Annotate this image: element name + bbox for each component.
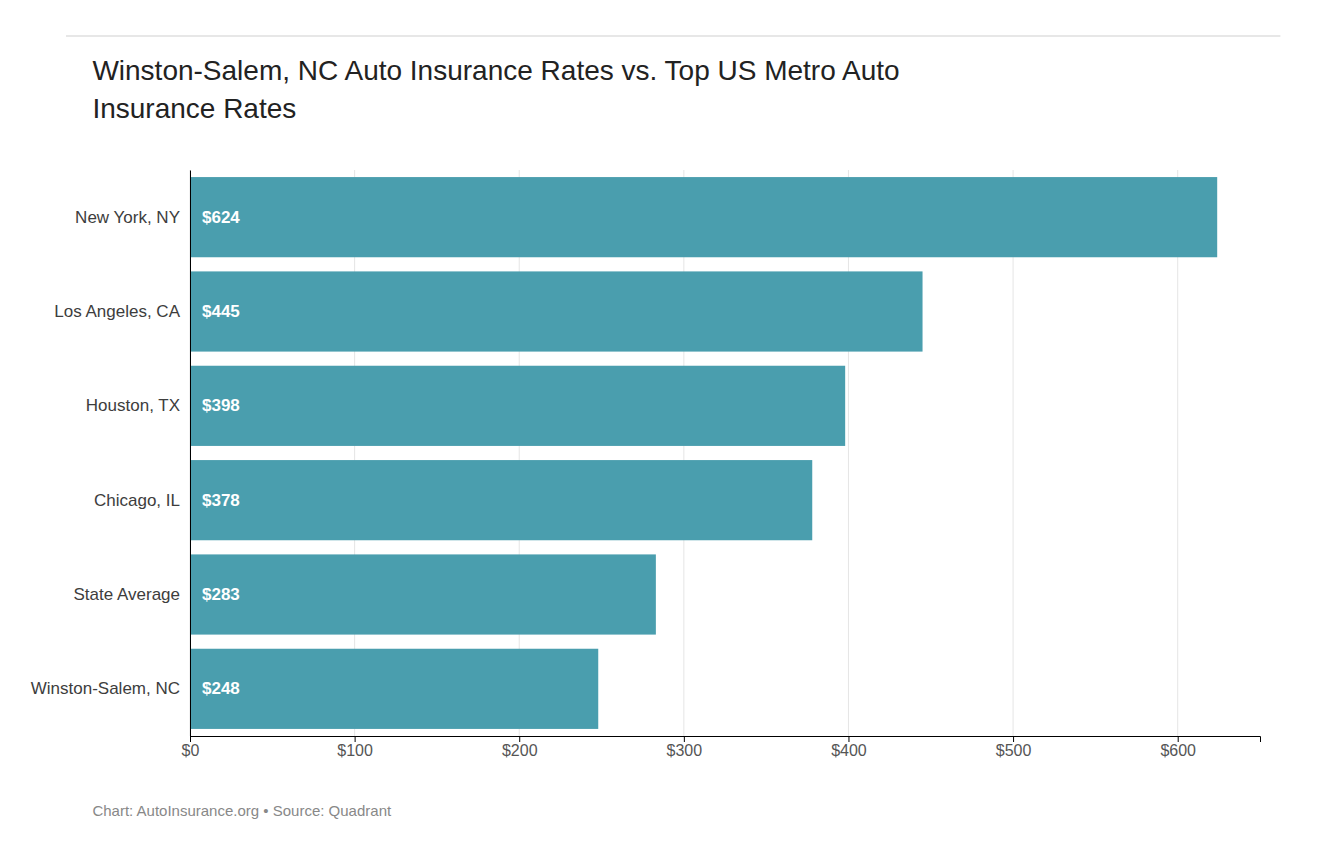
- tick-label: $500: [996, 742, 1032, 759]
- tick-label: $300: [667, 742, 703, 759]
- tick-mark: [355, 736, 356, 742]
- top-rule: [66, 35, 1280, 36]
- tick: $200: [502, 736, 538, 759]
- bar: [190, 649, 598, 729]
- tick: $300: [667, 736, 703, 759]
- tick-mark: [848, 736, 849, 742]
- bar: [190, 366, 845, 446]
- bar: [190, 554, 656, 634]
- chart: Winston-Salem, NC Auto Insurance Rates v…: [0, 0, 1320, 856]
- value-axis: $0 $100 $200 $300 $400 $500 $600: [182, 736, 1261, 759]
- axis-line: [190, 171, 191, 737]
- grid-line: [190, 170, 191, 736]
- data-label: $283: [202, 585, 240, 604]
- tick-label: State Average: [74, 585, 181, 604]
- tick: $100: [337, 736, 373, 759]
- category-axis: New York, NY Los Angeles, CA Houston, TX Ch…: [31, 171, 191, 737]
- tick: Houston, TX: [86, 396, 190, 415]
- tick-mark: [190, 736, 191, 742]
- tick-mark: [1013, 736, 1014, 742]
- tick-label: Houston, TX: [86, 396, 180, 415]
- data-label: $624: [202, 208, 240, 227]
- data-label: $248: [202, 679, 240, 698]
- tick: $400: [831, 736, 867, 759]
- plot: $624 $445 $398 $378 $283 $248 $0 $100 $200 $300 $4…: [31, 170, 1261, 759]
- bar: [190, 271, 923, 351]
- tick-label: Winston-Salem, NC: [31, 679, 180, 698]
- tick-label: $100: [337, 742, 373, 759]
- axis-line: [191, 737, 1261, 743]
- tick-mark: [684, 736, 685, 742]
- title-line: Winston-Salem, NC Auto Insurance Rates v…: [92, 55, 899, 86]
- tick: Chicago, IL: [94, 491, 190, 510]
- tick-label: $0: [182, 742, 200, 759]
- tick: $500: [996, 736, 1032, 759]
- footnote: Chart: AutoInsurance.org • Source: Quadr…: [92, 802, 392, 819]
- tick-label: $600: [1160, 742, 1196, 759]
- tick: State Average: [74, 585, 191, 604]
- tick-mark: [1178, 736, 1179, 742]
- tick: New York, NY: [75, 208, 190, 227]
- data-labels: $624 $445 $398 $378 $283 $248: [202, 208, 240, 699]
- bar: [190, 460, 812, 540]
- tick-label: Chicago, IL: [94, 491, 180, 510]
- bar: [190, 177, 1217, 257]
- tick-label: $200: [502, 742, 538, 759]
- tick-mark: [519, 736, 520, 742]
- data-label: $398: [202, 396, 240, 415]
- tick: Winston-Salem, NC: [31, 679, 190, 698]
- tick: Los Angeles, CA: [54, 302, 190, 321]
- tick-label: $400: [831, 742, 867, 759]
- tick: $600: [1160, 736, 1196, 759]
- tick-label: Los Angeles, CA: [54, 302, 180, 321]
- title-line: Insurance Rates: [92, 93, 296, 124]
- data-label: $378: [202, 491, 240, 510]
- data-label: $445: [202, 302, 240, 321]
- tick-label: New York, NY: [75, 208, 180, 227]
- title: Winston-Salem, NC Auto Insurance Rates v…: [92, 55, 899, 124]
- tick: $0: [182, 736, 200, 759]
- bars: [190, 177, 1217, 729]
